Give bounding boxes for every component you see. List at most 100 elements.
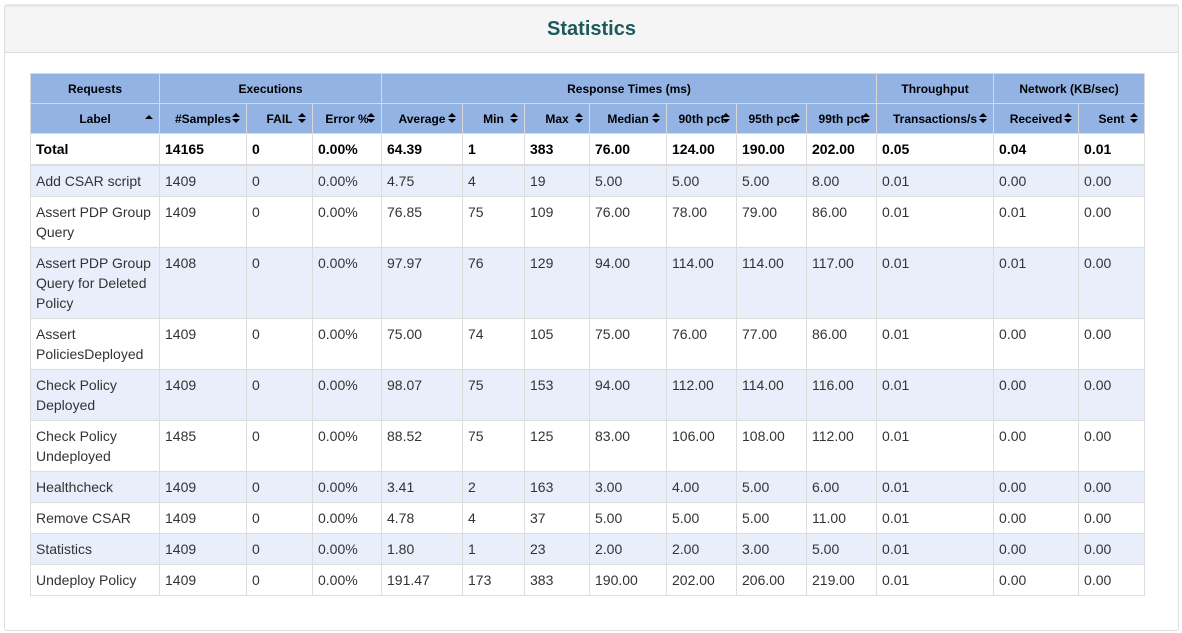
sort-icon[interactable] — [722, 112, 730, 124]
statistics-table-wrapper: Requests Executions Response Times (ms) Thr… — [30, 73, 1146, 596]
table-cell: 0.01 — [876, 318, 995, 370]
cell-value: 0 — [252, 204, 260, 220]
table-cell: 76.85 — [381, 196, 463, 248]
table-cell: 0.05 — [876, 133, 995, 166]
group-executions-header: Executions — [159, 73, 382, 104]
cell-value: 0.01 — [882, 377, 910, 393]
column-header-6[interactable]: Max — [524, 103, 590, 134]
column-header-8[interactable]: 90th pct — [666, 103, 737, 134]
sort-icon[interactable] — [367, 112, 375, 124]
column-header-12[interactable]: Received — [993, 103, 1080, 134]
cell-value: 0.04 — [999, 141, 1027, 157]
table-row: Add CSAR script 1409 0 0.00% 4.75 4 19 5.00 5.00… — [30, 164, 1146, 197]
cell-value: 0 — [252, 141, 260, 157]
cell-value: 0.01 — [999, 255, 1027, 271]
table-cell: 0 — [246, 133, 313, 166]
cell-value: 5.00 — [672, 510, 700, 526]
cell-value: 64.39 — [387, 141, 423, 157]
table-row: Assert PDP Group Query 1409 0 0.00% 76.85 75 1… — [30, 196, 1146, 248]
sort-icon[interactable] — [1130, 112, 1139, 124]
cell-value: 1 — [468, 141, 476, 157]
cell-value: 86.00 — [812, 326, 848, 342]
cell-value: 124.00 — [672, 141, 715, 157]
table-cell: 1485 — [159, 420, 247, 472]
sort-icon[interactable] — [575, 112, 583, 124]
column-header-9[interactable]: 95th pct — [736, 103, 807, 134]
table-cell: 0.01 — [876, 420, 995, 472]
column-header-10[interactable]: 99th pct — [805, 103, 878, 134]
column-header-3[interactable]: Error % — [312, 103, 382, 134]
table-cell: 109 — [524, 196, 590, 248]
column-header-11[interactable]: Transactions/s — [876, 103, 995, 134]
cell-value: 0.01 — [1084, 141, 1112, 157]
table-cell: 2.00 — [666, 533, 737, 565]
sort-icon[interactable] — [862, 112, 871, 124]
cell-value: Assert PoliciesDeployed — [36, 326, 144, 362]
row-label-cell: Remove CSAR — [30, 502, 160, 534]
column-header-7[interactable]: Median — [589, 103, 667, 134]
cell-value: Assert PDP Group Query — [36, 204, 151, 240]
table-cell: 1409 — [159, 502, 247, 534]
table-cell: 4.78 — [381, 502, 463, 534]
table-cell: 3.41 — [381, 471, 463, 503]
cell-value: 14165 — [165, 141, 204, 157]
table-cell: 1 — [462, 133, 525, 166]
table-cell: 0 — [246, 247, 313, 319]
cell-value: 1409 — [165, 173, 197, 189]
cell-value: 0.01 — [882, 173, 910, 189]
sort-icon[interactable] — [298, 112, 306, 124]
cell-value: 0 — [252, 255, 260, 271]
table-cell: 0 — [246, 420, 313, 472]
table-cell: 5.00 — [736, 502, 807, 534]
sort-icon[interactable] — [510, 112, 518, 124]
table-cell: 0.01 — [993, 196, 1080, 248]
sort-icon[interactable] — [652, 112, 660, 124]
cell-value: 219.00 — [812, 572, 855, 588]
table-cell: 1 — [462, 533, 525, 565]
cell-value: 0.00 — [1084, 541, 1112, 557]
cell-value: 190.00 — [595, 572, 638, 588]
column-header-1[interactable]: #Samples — [159, 103, 247, 134]
sort-icon[interactable] — [979, 112, 988, 124]
cell-value: 5.00 — [742, 510, 770, 526]
cell-value: 114.00 — [672, 255, 714, 271]
column-header-4[interactable]: Average — [381, 103, 463, 134]
table-cell: 114.00 — [736, 369, 807, 421]
sort-icon[interactable] — [792, 112, 800, 124]
column-header-label: 95th pct — [748, 111, 795, 126]
group-requests-header: Requests — [30, 73, 160, 104]
table-cell: 3.00 — [589, 471, 667, 503]
table-cell: 0.00 — [993, 369, 1080, 421]
cell-value: 0.00 — [1084, 479, 1112, 495]
table-cell: 190.00 — [736, 133, 807, 166]
row-label-cell: Undeploy Policy — [30, 564, 160, 596]
cell-value: 5.00 — [595, 510, 623, 526]
sort-icon[interactable] — [1064, 112, 1073, 124]
cell-value: 202.00 — [672, 572, 715, 588]
column-header-13[interactable]: Sent — [1078, 103, 1146, 134]
table-cell: 0.00% — [312, 318, 382, 370]
column-header-0[interactable]: Label — [30, 103, 160, 134]
cell-value: 79.00 — [742, 204, 778, 220]
column-header-2[interactable]: FAIL — [246, 103, 313, 134]
column-header-label: 99th pct — [818, 111, 865, 126]
sort-ascending-icon[interactable] — [145, 112, 153, 124]
sort-icon[interactable] — [448, 112, 456, 124]
table-cell: 76.00 — [589, 133, 667, 166]
table-cell: 0.01 — [876, 247, 995, 319]
cell-value: 5.00 — [672, 173, 700, 189]
column-header-5[interactable]: Min — [462, 103, 525, 134]
row-label-cell: Statistics — [30, 533, 160, 565]
table-cell: 114.00 — [666, 247, 737, 319]
table-cell: 0.01 — [876, 369, 995, 421]
cell-value: 0.01 — [882, 255, 910, 271]
cell-value: 0.00 — [999, 326, 1027, 342]
sort-icon[interactable] — [232, 112, 240, 124]
cell-value: 94.00 — [595, 377, 631, 393]
table-cell: 0.00 — [1078, 318, 1146, 370]
cell-value: 86.00 — [812, 204, 848, 220]
table-cell: 97.97 — [381, 247, 463, 319]
cell-value: 0 — [252, 326, 260, 342]
table-cell: 124.00 — [666, 133, 737, 166]
cell-value: 0.01 — [882, 428, 910, 444]
